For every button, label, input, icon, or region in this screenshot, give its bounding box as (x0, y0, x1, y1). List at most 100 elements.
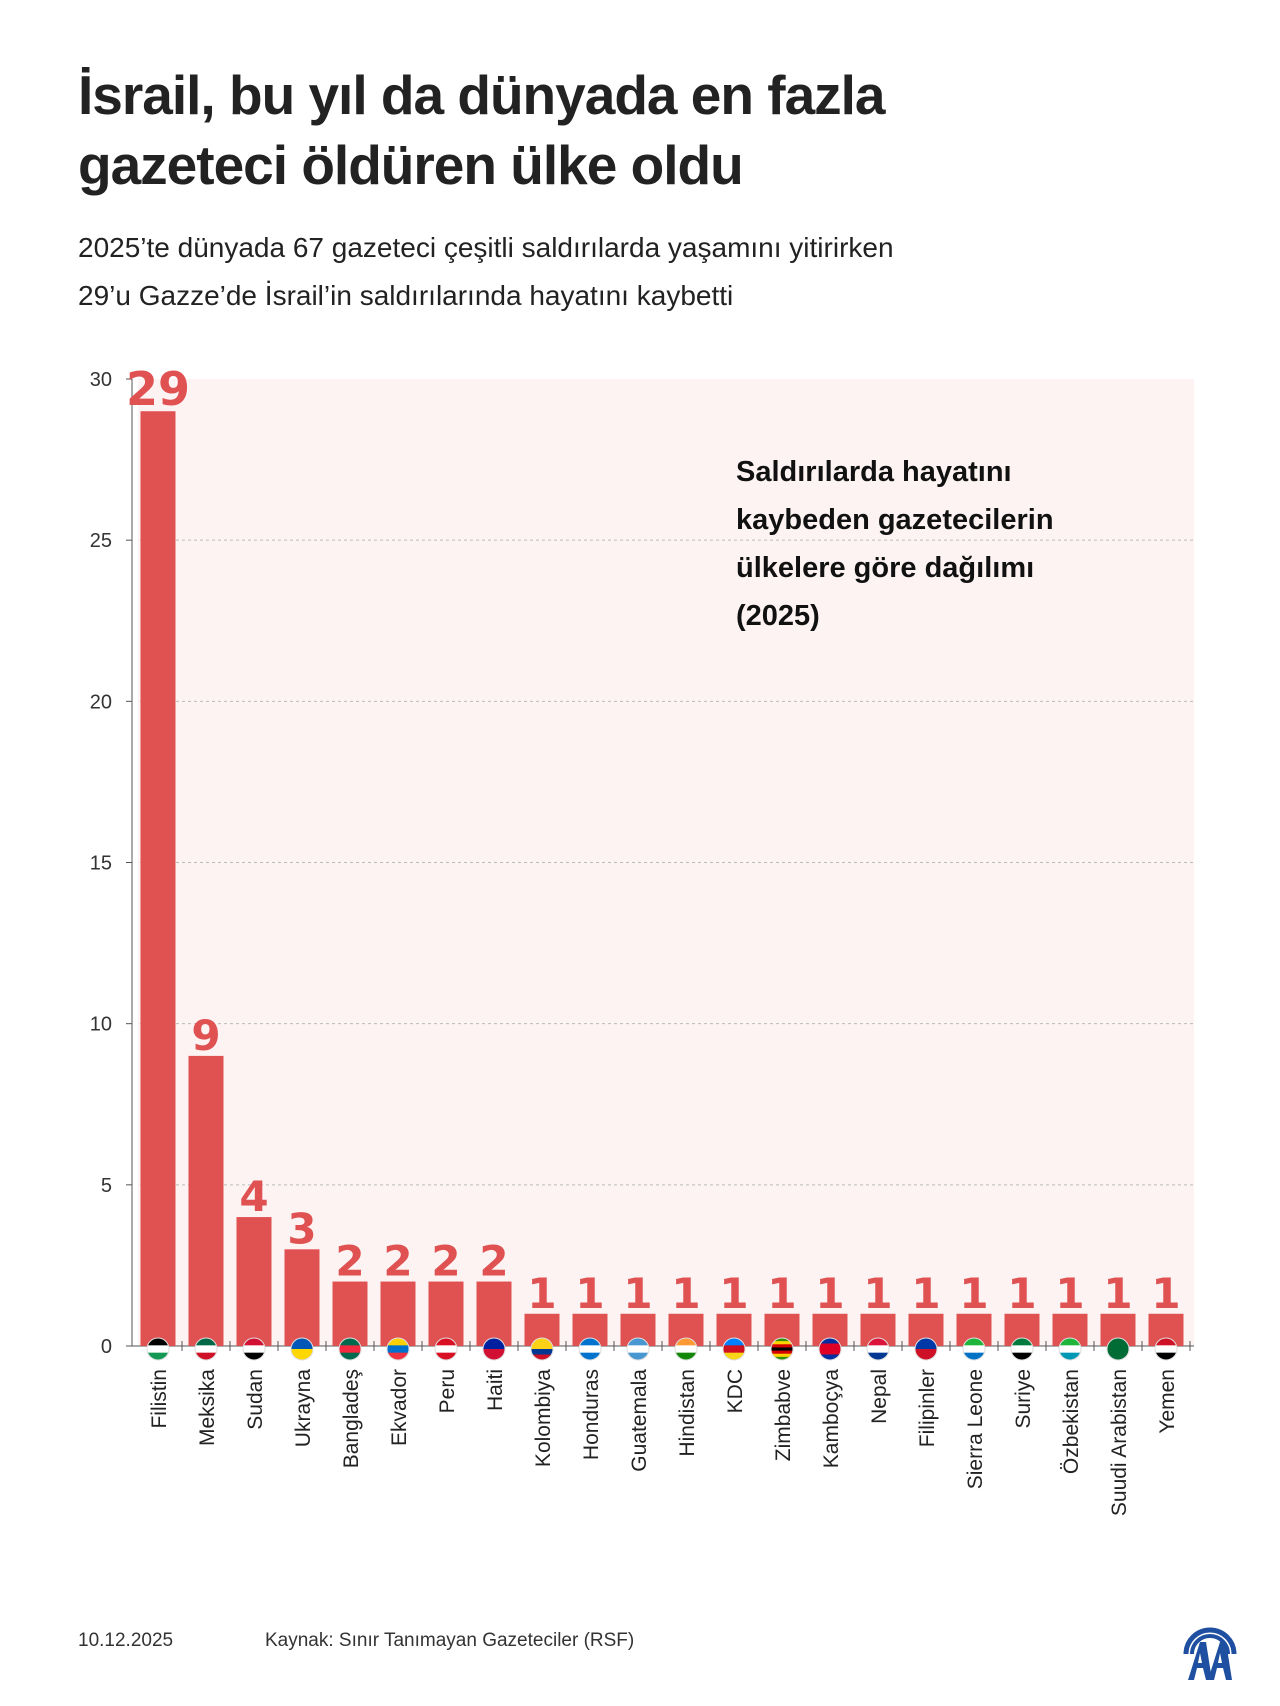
flag-border (1010, 1337, 1034, 1361)
flag-icon (819, 1338, 841, 1360)
flag-border (1154, 1337, 1178, 1361)
flag-border (914, 1337, 938, 1361)
flag-stripe (435, 1345, 457, 1354)
bar-value-label: 1 (911, 1269, 940, 1318)
flag-border (194, 1337, 218, 1361)
footer-date: 10.12.2025 (78, 1630, 174, 1651)
flag-stripe (819, 1343, 841, 1350)
x-tick-label: Suudi Arabistan (1108, 1369, 1131, 1516)
bar (380, 1281, 416, 1346)
flag-stripe (147, 1352, 169, 1360)
flag-stripe (963, 1345, 985, 1354)
flag-stripe (819, 1338, 841, 1344)
flag-stripe (771, 1341, 793, 1345)
flag-stripe (915, 1349, 937, 1360)
bar-value-label: 1 (1055, 1269, 1084, 1318)
flag-icon (435, 1338, 457, 1360)
flag-icon (531, 1338, 553, 1360)
flag-icon (771, 1338, 793, 1360)
x-tick-label: Peru (436, 1369, 459, 1413)
y-tick-label: 5 (101, 1175, 112, 1197)
flag-icon (195, 1338, 217, 1360)
flag-stripe (675, 1345, 697, 1354)
flag-stripe (771, 1338, 793, 1342)
flag-icon (723, 1338, 745, 1360)
bar-value-label: 1 (863, 1269, 892, 1318)
flag-stripe (579, 1345, 601, 1354)
flag-stripe (195, 1352, 217, 1360)
flag-icon (1059, 1338, 1081, 1360)
flag-stripe (915, 1338, 937, 1350)
flag-border (674, 1337, 698, 1361)
flag-stripe (1059, 1352, 1081, 1360)
title-line-1: İsrail, bu yıl da dünyada en fazla (78, 64, 886, 126)
flag-stripe (435, 1352, 457, 1360)
flag-border (242, 1337, 266, 1361)
flag-stripe (579, 1338, 601, 1346)
x-tick-label: Kamboçya (820, 1369, 843, 1469)
x-tick-label: Guatemala (628, 1369, 651, 1472)
flag-border (962, 1337, 986, 1361)
flag-border (626, 1337, 650, 1361)
flag-stripe (387, 1345, 409, 1354)
chart-title-line: Saldırılarda hayatını (736, 456, 1012, 488)
x-tick-label: KDC (724, 1369, 747, 1413)
aa-logo (1183, 1627, 1237, 1680)
flag-stripe (195, 1345, 217, 1354)
bar (428, 1281, 464, 1346)
chart-title-line: ülkelere göre dağılımı (736, 552, 1035, 584)
bar-value-label: 1 (527, 1269, 556, 1318)
bar-value-label: 1 (767, 1269, 796, 1318)
bar-value-label: 2 (335, 1237, 364, 1286)
flag-stripe (387, 1352, 409, 1360)
y-tick-label: 30 (90, 369, 112, 391)
flag-icon (483, 1338, 505, 1360)
bar-value-label: 1 (671, 1269, 700, 1318)
flag-stripe (339, 1345, 361, 1354)
bar-value-label: 1 (959, 1269, 988, 1318)
bar-value-label: 2 (479, 1237, 508, 1286)
flag-stripe (771, 1350, 793, 1355)
flag-icon (627, 1338, 649, 1360)
bar-value-label: 9 (191, 1011, 220, 1060)
flag-stripe (1107, 1338, 1129, 1350)
x-tick-label: Filistin (148, 1369, 171, 1429)
flag-icon (675, 1338, 697, 1360)
flag-icon (1155, 1338, 1177, 1360)
bar-value-label: 29 (126, 362, 190, 416)
bar-value-label: 1 (1103, 1269, 1132, 1318)
flag-icon (963, 1338, 985, 1360)
flag-stripe (531, 1349, 553, 1355)
flag-stripe (387, 1338, 409, 1346)
flag-border (386, 1337, 410, 1361)
x-tick-label: Sierra Leone (964, 1369, 987, 1489)
flag-stripe (1011, 1338, 1033, 1346)
flag-stripe (867, 1345, 889, 1354)
flag-stripe (675, 1338, 697, 1346)
flag-stripe (147, 1345, 169, 1354)
bar-value-label: 4 (239, 1172, 268, 1221)
flag-stripe (483, 1349, 505, 1360)
flag-icon (867, 1338, 889, 1360)
flag-border (770, 1337, 794, 1361)
x-tick-label: Suriye (1012, 1369, 1035, 1429)
flag-border (722, 1337, 746, 1361)
flag-stripe (1059, 1345, 1081, 1354)
x-tick-label: Nepal (868, 1369, 891, 1424)
y-tick-label: 15 (90, 853, 112, 875)
flag-stripe (867, 1352, 889, 1360)
flag-stripe (819, 1349, 841, 1355)
x-tick-label: Kolombiya (532, 1369, 555, 1467)
flag-icon (339, 1338, 361, 1360)
flag-stripe (723, 1345, 745, 1354)
bar (284, 1249, 320, 1346)
bar-value-label: 1 (815, 1269, 844, 1318)
bar (236, 1217, 272, 1346)
flag-stripe (579, 1352, 601, 1360)
bar (140, 411, 176, 1346)
bar-value-label: 1 (719, 1269, 748, 1318)
flag-stripe (243, 1345, 265, 1354)
x-tick-label: Yemen (1156, 1369, 1179, 1434)
flag-border (338, 1337, 362, 1361)
flag-stripe (339, 1338, 361, 1346)
